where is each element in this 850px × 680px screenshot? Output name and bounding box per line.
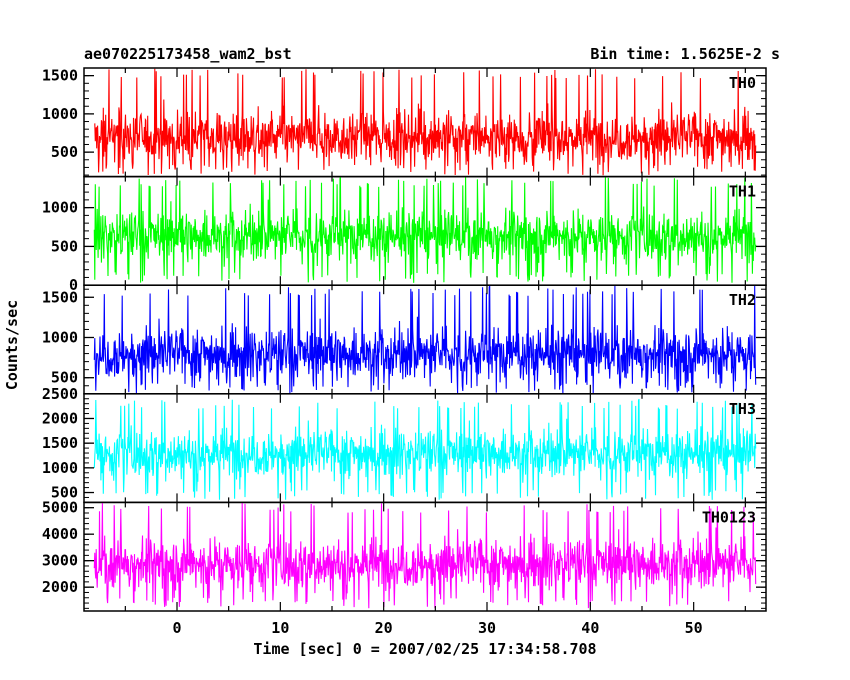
y-tick-label: 5000 <box>42 499 78 517</box>
x-tick-label: 20 <box>375 619 393 637</box>
y-axis-label: Counts/sec <box>3 300 21 390</box>
chart-title: ae070225173458_wam2_bst <box>84 45 292 63</box>
panel-label-th1: TH1 <box>729 183 756 201</box>
y-tick-label: 3000 <box>42 552 78 570</box>
y-tick-label: 1500 <box>42 434 78 452</box>
y-tick-label: 2500 <box>42 385 78 403</box>
x-tick-label: 50 <box>685 619 703 637</box>
y-tick-label: 2000 <box>42 578 78 596</box>
y-tick-label: 1500 <box>42 67 78 85</box>
series-line-th0123 <box>93 502 757 609</box>
y-tick-label: 1000 <box>42 328 78 346</box>
y-tick-label: 4000 <box>42 525 78 543</box>
panel-label-th2: TH2 <box>729 291 756 309</box>
x-tick-label: 30 <box>478 619 496 637</box>
y-tick-label: 1500 <box>42 288 78 306</box>
panel-label-th3: TH3 <box>729 400 756 418</box>
x-axis-label: Time [sec] 0 = 2007/02/25 17:34:58.708 <box>253 640 596 658</box>
panel-frame <box>83 501 767 612</box>
x-tick-label: 40 <box>581 619 599 637</box>
series-line-th3 <box>93 398 757 500</box>
bin-time-label: Bin time: 1.5625E-2 s <box>590 45 780 63</box>
y-tick-label: 0 <box>69 276 78 294</box>
y-tick-label: 500 <box>51 237 78 255</box>
y-tick-label: 1000 <box>42 459 78 477</box>
panels-group: 500 1000 1500 TH0 0 500 1000 TH1 500 1000 1500 TH2 5… <box>42 67 767 612</box>
y-tick-label: 500 <box>51 143 78 161</box>
series-line-th2 <box>93 285 757 394</box>
x-tick-label: 10 <box>271 619 289 637</box>
series-line-th1 <box>93 176 757 283</box>
y-tick-label: 500 <box>51 484 78 502</box>
y-tick-label: 1000 <box>42 199 78 217</box>
y-tick-label: 500 <box>51 369 78 387</box>
x-tick-label: 0 <box>172 619 181 637</box>
panel-label-th0123: TH0123 <box>702 508 756 526</box>
series-line-th0 <box>94 68 757 176</box>
y-tick-label: 2000 <box>42 409 78 427</box>
x-axis: 0 10 20 30 40 50 <box>172 619 702 637</box>
panel-label-th0: TH0 <box>729 74 756 92</box>
y-tick-label: 1000 <box>42 105 78 123</box>
